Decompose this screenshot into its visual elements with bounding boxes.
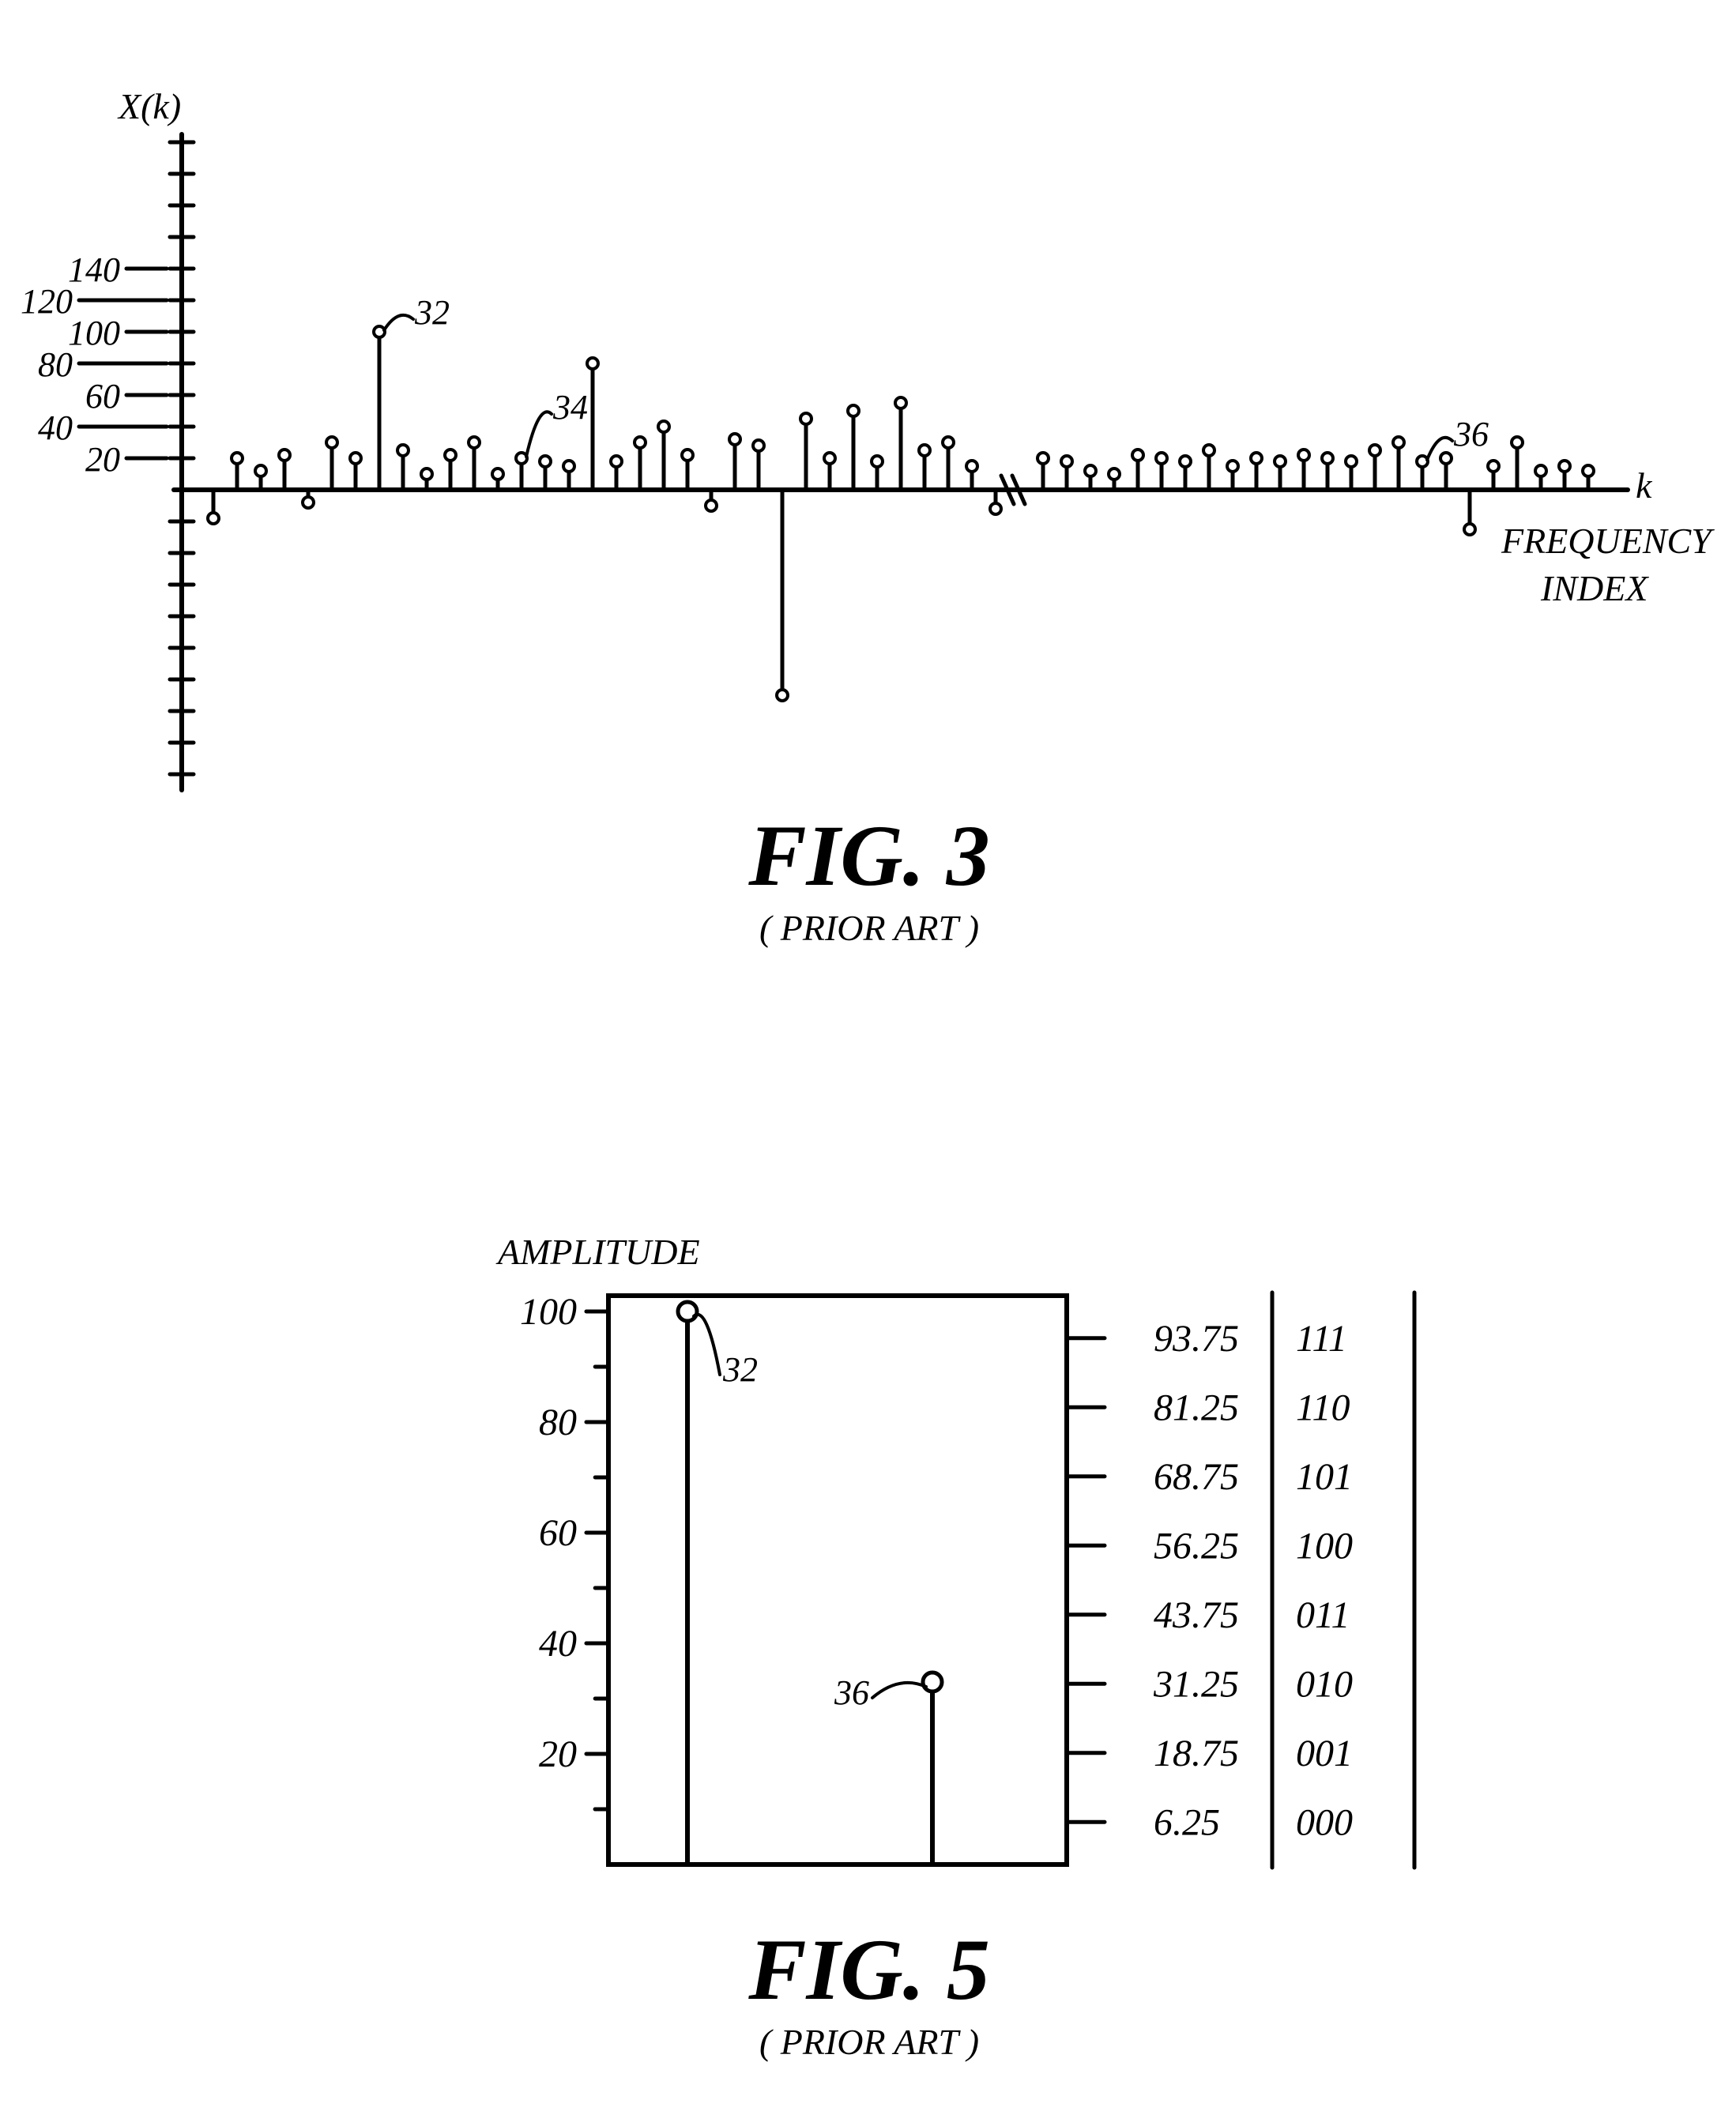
fig5-right-value: 56.25 xyxy=(1154,1525,1239,1567)
fig3-ref-34: 34 xyxy=(552,388,588,427)
fig3-y-label: X(k) xyxy=(117,86,181,126)
fig3-ytick: 40 xyxy=(38,408,73,447)
fig5-ref-32: 32 xyxy=(722,1350,758,1389)
fig3-ref-32: 32 xyxy=(414,293,450,332)
fig5-right-code: 001 xyxy=(1296,1733,1353,1774)
fig5-right-value: 18.75 xyxy=(1154,1733,1239,1774)
fig3-x-label-index: INDEX xyxy=(1540,568,1649,608)
fig5: AMPLITUDE 100 80 60 40 20 93.75 111 81.25 110 68.7… xyxy=(495,1232,1414,2062)
fig3-ytick: 20 xyxy=(85,440,120,479)
page: 20406080100120140X(k)kFREQUENCYINDEX3234… xyxy=(0,0,1736,2126)
fig3-subtitle: ( PRIOR ART ) xyxy=(759,908,979,948)
fig5-right-code: 000 xyxy=(1296,1801,1353,1843)
fig5-right-code: 100 xyxy=(1296,1525,1353,1567)
fig5-right-code: 111 xyxy=(1296,1318,1347,1360)
fig5-right-value: 68.75 xyxy=(1154,1456,1239,1498)
fig3-ytick: 120 xyxy=(21,282,73,321)
fig5-right-value: 43.75 xyxy=(1154,1594,1239,1636)
fig5-right-value: 6.25 xyxy=(1154,1801,1220,1843)
fig5-right-code: 010 xyxy=(1296,1663,1353,1705)
fig5-y-label: AMPLITUDE xyxy=(495,1232,700,1272)
fig5-right-code: 110 xyxy=(1296,1387,1350,1428)
fig5-right-value: 31.25 xyxy=(1153,1663,1239,1705)
fig5-right-code: 011 xyxy=(1296,1594,1350,1636)
fig3-ytick: 140 xyxy=(68,250,120,289)
fig5-ytick: 80 xyxy=(539,1402,577,1443)
fig3-ytick: 60 xyxy=(85,377,120,416)
fig5-ytick: 60 xyxy=(539,1512,577,1554)
fig3-ref-36: 36 xyxy=(1453,415,1489,453)
fig3-title: FIG. 3 xyxy=(747,807,990,904)
figures-svg: 20406080100120140X(k)kFREQUENCYINDEX3234… xyxy=(0,0,1736,2126)
fig3-x-label-freq: FREQUENCY xyxy=(1501,521,1715,561)
fig5-ytick: 100 xyxy=(520,1291,577,1333)
fig3-ytick: 100 xyxy=(68,314,120,352)
fig5-title: FIG. 5 xyxy=(747,1921,990,2018)
fig5-right-code: 101 xyxy=(1296,1456,1353,1498)
fig3-x-label-k: k xyxy=(1636,465,1653,506)
fig5-right-value: 81.25 xyxy=(1154,1387,1239,1428)
fig5-ytick: 20 xyxy=(539,1733,577,1775)
fig5-ytick: 40 xyxy=(539,1623,577,1665)
fig5-subtitle: ( PRIOR ART ) xyxy=(759,2022,979,2062)
fig5-right-value: 93.75 xyxy=(1154,1318,1239,1360)
fig5-ref-36: 36 xyxy=(834,1673,869,1712)
fig3: 20406080100120140X(k)kFREQUENCYINDEX3234… xyxy=(21,86,1715,948)
